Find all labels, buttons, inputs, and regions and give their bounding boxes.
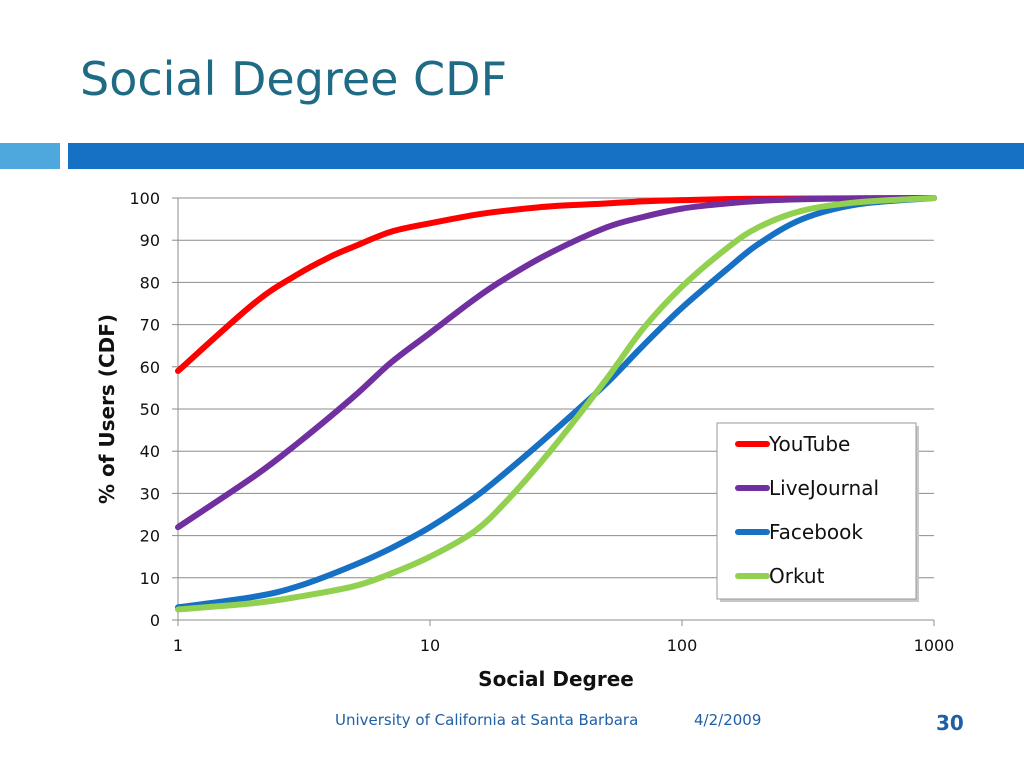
y-tick-label: 20 [140,527,160,546]
x-tick-label: 100 [667,636,698,655]
series-line-youtube [175,195,937,374]
legend-box [716,422,917,600]
y-tick-label: 60 [140,358,160,377]
y-axis-title: % of Users (CDF) [95,314,119,504]
y-tick-label: 100 [129,189,160,208]
y-tick-label: 40 [140,442,160,461]
legend: YouTube LiveJournal Facebook Orkut [716,422,919,602]
y-tick-label: 50 [140,400,160,419]
y-tick-label: 80 [140,273,160,292]
series-line-facebook [175,195,937,611]
series-lines [175,195,937,613]
header-accent-bar-right [68,143,1024,169]
footer-date: 4/2/2009 [694,711,762,729]
y-tick-label: 90 [140,231,160,250]
x-tick-label: 1000 [914,636,955,655]
legend-label-livejournal: LiveJournal [769,476,879,500]
page-number: 30 [936,711,964,735]
y-tick-label: 70 [140,316,160,335]
y-tick-label: 10 [140,569,160,588]
series-line-livejournal [175,195,937,531]
x-axis-title: Social Degree [478,667,634,691]
legend-label-facebook: Facebook [769,520,863,544]
legend-label-youtube: YouTube [768,432,850,456]
slide-title: Social Degree CDF [80,52,508,106]
y-tick-label: 0 [150,611,160,630]
axes [172,197,935,626]
series-line-orkut [175,195,937,613]
y-tick-label: 30 [140,484,160,503]
legend-label-orkut: Orkut [769,564,825,588]
header-accent-bar-left [0,143,60,169]
x-tick-label: 10 [420,636,440,655]
footer-university: University of California at Santa Barbar… [335,711,639,729]
x-tick-label: 1 [173,636,183,655]
